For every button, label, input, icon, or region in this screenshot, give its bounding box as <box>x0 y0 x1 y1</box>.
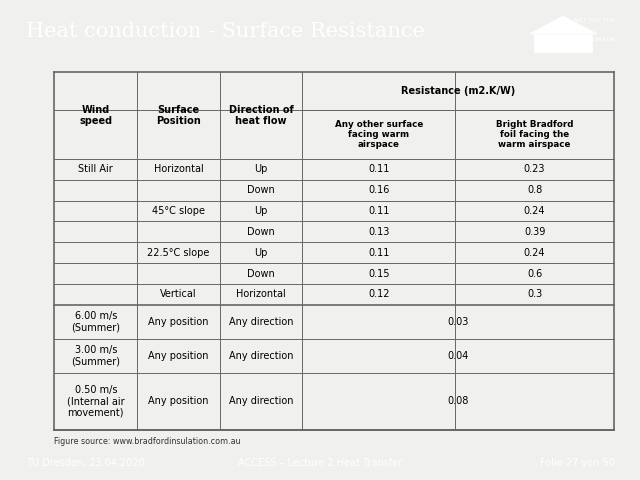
Text: Down: Down <box>247 268 275 278</box>
Polygon shape <box>529 16 597 34</box>
Text: 0.03: 0.03 <box>448 317 469 327</box>
Text: Down: Down <box>247 185 275 195</box>
Text: Any direction: Any direction <box>228 396 293 406</box>
Text: Vertical: Vertical <box>160 289 196 300</box>
Text: Down: Down <box>247 227 275 237</box>
Text: 0.24: 0.24 <box>524 206 545 216</box>
Text: 0.6: 0.6 <box>527 268 542 278</box>
Text: Horizontal: Horizontal <box>236 289 286 300</box>
Text: 0.11: 0.11 <box>368 248 389 258</box>
Text: 0.39: 0.39 <box>524 227 545 237</box>
Text: 0.15: 0.15 <box>368 268 389 278</box>
Text: 3.00 m/s
(Summer): 3.00 m/s (Summer) <box>71 345 120 367</box>
Text: Up: Up <box>254 165 268 174</box>
Text: Up: Up <box>254 248 268 258</box>
Text: Up: Up <box>254 206 268 216</box>
Text: Any direction: Any direction <box>228 351 293 361</box>
Text: 0.8: 0.8 <box>527 185 542 195</box>
Text: Direction of
heat flow: Direction of heat flow <box>228 105 293 126</box>
Text: 0.16: 0.16 <box>368 185 389 195</box>
Text: ACCESS – Lecture 2 Heat Transfer: ACCESS – Lecture 2 Heat Transfer <box>238 458 402 468</box>
Text: Any position: Any position <box>148 396 209 406</box>
Text: 0.23: 0.23 <box>524 165 545 174</box>
Text: 6.00 m/s
(Summer): 6.00 m/s (Summer) <box>71 311 120 333</box>
Text: Heat conduction - Surface Resistance: Heat conduction - Surface Resistance <box>26 22 424 41</box>
Text: 0.04: 0.04 <box>448 351 469 361</box>
Text: Wind
speed: Wind speed <box>79 105 113 126</box>
Text: Any direction: Any direction <box>228 317 293 327</box>
Text: 0.50 m/s
(Internal air
movement): 0.50 m/s (Internal air movement) <box>67 384 125 418</box>
Text: NST TUT FÜR: NST TUT FÜR <box>574 18 615 23</box>
Text: 22.5°C slope: 22.5°C slope <box>147 248 210 258</box>
Text: Still Air: Still Air <box>79 165 113 174</box>
Text: Bright Bradford
foil facing the
warm airspace: Bright Bradford foil facing the warm air… <box>496 120 573 149</box>
Text: Surface
Position: Surface Position <box>156 105 201 126</box>
Text: Resistance (m2.K/W): Resistance (m2.K/W) <box>401 86 516 96</box>
Text: BAUKLIMATIK: BAUKLIMATIK <box>574 37 616 42</box>
Text: Horizontal: Horizontal <box>154 165 204 174</box>
Text: 0.11: 0.11 <box>368 206 389 216</box>
Text: Any position: Any position <box>148 351 209 361</box>
Text: Any other surface
facing warm
airspace: Any other surface facing warm airspace <box>335 120 423 149</box>
Text: 0.12: 0.12 <box>368 289 389 300</box>
Text: TU Dresden, 23.04.2020: TU Dresden, 23.04.2020 <box>26 458 144 468</box>
Text: 0.13: 0.13 <box>368 227 389 237</box>
Text: 0.08: 0.08 <box>448 396 469 406</box>
Text: Any position: Any position <box>148 317 209 327</box>
Text: 0.11: 0.11 <box>368 165 389 174</box>
Text: 0.3: 0.3 <box>527 289 542 300</box>
Text: Folie 27 von 50: Folie 27 von 50 <box>540 458 614 468</box>
Text: 0.24: 0.24 <box>524 248 545 258</box>
Text: 45°C slope: 45°C slope <box>152 206 205 216</box>
Text: Figure source: www.bradfordinsulation.com.au: Figure source: www.bradfordinsulation.co… <box>54 437 241 446</box>
Bar <box>534 34 592 52</box>
